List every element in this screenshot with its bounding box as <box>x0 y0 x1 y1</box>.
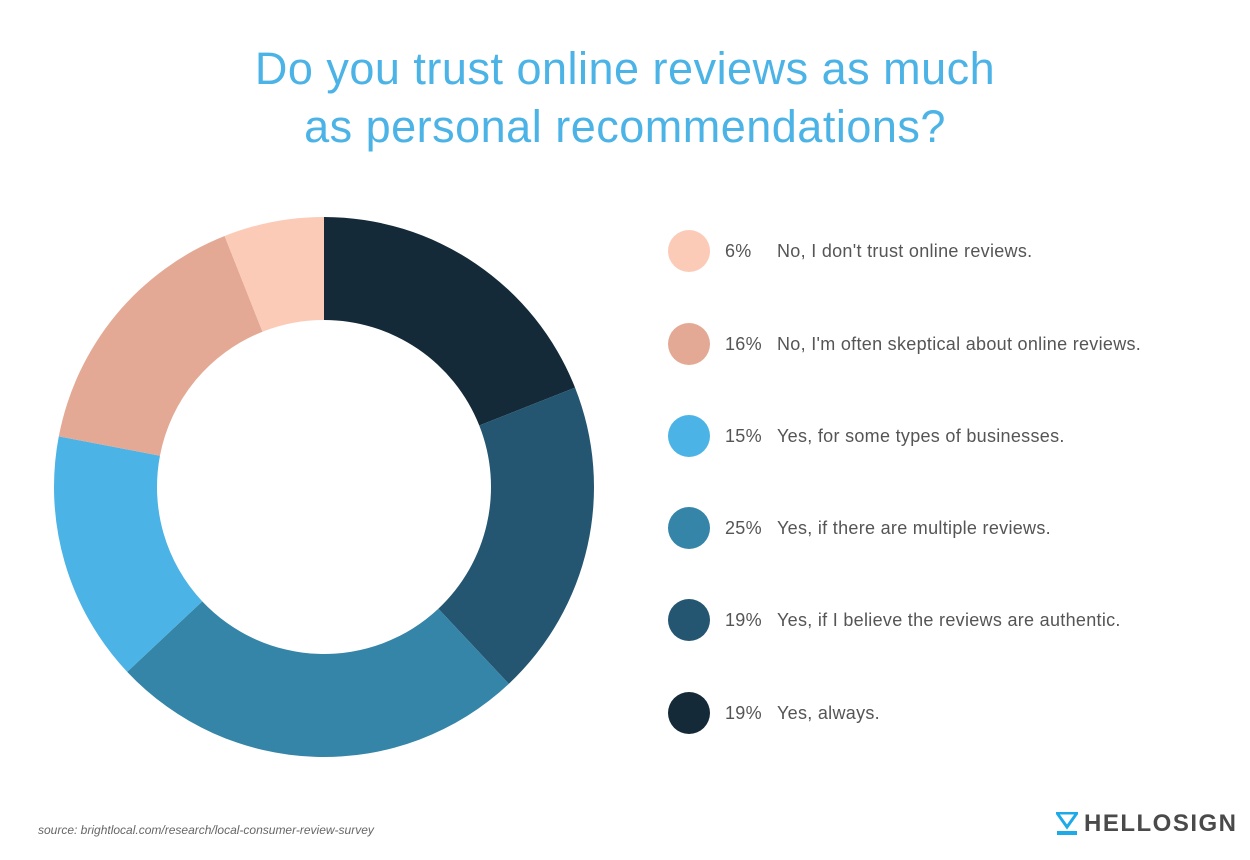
legend-item: 25% Yes, if there are multiple reviews. <box>668 507 1051 549</box>
legend-swatch <box>668 323 710 365</box>
legend-percent: 16% <box>725 333 762 354</box>
legend-item: 6% No, I don't trust online reviews. <box>668 230 1032 272</box>
legend-swatch <box>668 507 710 549</box>
chart-title: Do you trust online reviews as much as p… <box>0 40 1250 156</box>
legend-percent: 6% <box>725 240 752 261</box>
donut-slice <box>54 436 203 672</box>
donut-slice <box>58 235 263 456</box>
chart-title-line-2: as personal recommendations? <box>304 101 946 152</box>
logo-text: HELLOSIGN <box>1084 810 1238 837</box>
legend-label: No, I don't trust online reviews. <box>777 240 1033 261</box>
legend-item: 15% Yes, for some types of businesses. <box>668 415 1065 457</box>
legend-swatch <box>668 599 710 641</box>
legend-percent: 19% <box>725 702 762 723</box>
legend-percent: 15% <box>725 425 762 446</box>
legend-item: 16% No, I'm often skeptical about online … <box>668 323 1141 365</box>
legend-percent: 19% <box>725 609 762 630</box>
legend-percent: 25% <box>725 517 762 538</box>
donut-slice <box>438 387 594 684</box>
legend-label: Yes, if I believe the reviews are authen… <box>777 609 1121 630</box>
hellosign-logo-icon <box>1056 812 1078 835</box>
donut-slice <box>127 601 509 757</box>
legend-swatch <box>668 230 710 272</box>
legend-label: No, I'm often skeptical about online rev… <box>777 333 1142 354</box>
legend-label: Yes, for some types of businesses. <box>777 425 1065 446</box>
donut-chart <box>54 217 594 757</box>
source-note: source: brightlocal.com/research/local-c… <box>38 823 374 837</box>
chart-title-line-1: Do you trust online reviews as much <box>254 43 996 94</box>
legend-item: 19% Yes, if I believe the reviews are aut… <box>668 599 1121 641</box>
hellosign-logo: HELLOSIGN <box>1056 810 1238 838</box>
legend-label: Yes, always. <box>777 702 880 723</box>
legend-label: Yes, if there are multiple reviews. <box>777 517 1051 538</box>
donut-slice <box>324 217 576 426</box>
legend-item: 19% Yes, always. <box>668 692 880 734</box>
legend-swatch <box>668 692 710 734</box>
legend-swatch <box>668 415 710 457</box>
donut-slice <box>224 217 324 332</box>
